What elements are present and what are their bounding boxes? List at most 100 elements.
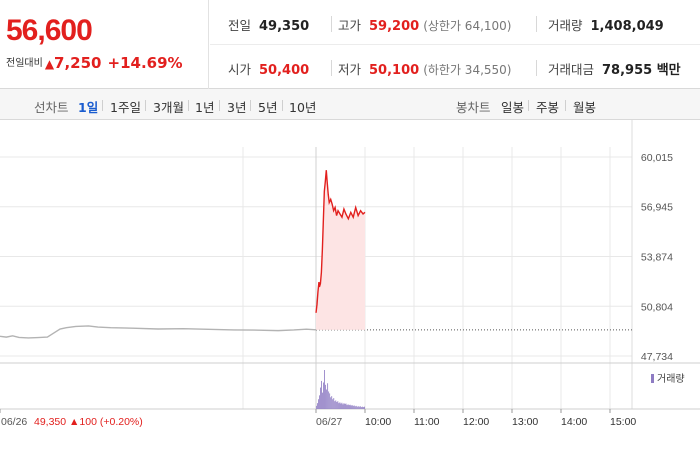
tab-divider [145,100,146,111]
stock-summary-panel: 56,600 전일대비 ▲7,250 +14.69% 전일 49,350 고가 59,2… [0,0,700,89]
volume-bar [346,405,348,409]
prev-day-price-line [0,325,317,339]
volume-bar [318,399,319,409]
volume-bar [339,402,341,409]
volume-bar [359,406,361,409]
volume-bar [316,405,317,409]
volume-bar [358,406,360,409]
date-tick-label: 06/26 [1,416,27,428]
stat-low: 저가 50,100 (하한가 34,550) [338,59,511,78]
stat-label: 시가 [228,62,252,77]
time-tick-label: 11:00 [414,416,440,428]
tab-5y[interactable]: 5년 [258,100,278,115]
tab-10y[interactable]: 10년 [289,100,317,115]
stat-label: 전일 [228,18,252,33]
price-tick-label: 47,734 [641,351,673,363]
line-chart-label: 선차트 [34,100,69,115]
tab-divider [282,100,283,111]
tab-divider [565,100,566,111]
tab-1y[interactable]: 1년 [195,100,215,115]
stat-trade-value: 거래대금 78,955 백만 [548,59,681,78]
tab-divider [219,100,220,111]
volume-legend-label: 거래량 [657,373,685,385]
volume-bar [343,403,345,409]
volume-bar [319,395,320,409]
price-box: 56,600 전일대비 ▲7,250 +14.69% [0,0,209,89]
volume-bar [327,383,329,409]
volume-bar [330,397,332,409]
change-label: 전일대비 [6,58,43,69]
volume-bar [348,405,350,409]
volume-bar [336,401,338,409]
current-price: 56,600 [6,14,93,47]
volume-bar [357,406,359,409]
tab-3m[interactable]: 3개월 [153,100,184,115]
tab-divider [102,100,103,111]
stat-label: 거래대금 [548,62,595,77]
price-tick-label: 56,945 [641,202,673,214]
volume-bar [334,401,336,409]
stat-value: 50,400 [259,63,310,78]
divider [331,60,332,76]
stat-volume: 거래량 1,408,049 [548,15,664,34]
volume-bar [361,406,363,409]
volume-bar [354,406,356,409]
time-tick-label: 10:00 [365,416,391,428]
candle-chart-label: 봉차트 [456,100,491,115]
tab-1d[interactable]: 1일 [78,100,99,115]
prev-day-close-info: 49,350 ▲100 (+0.20%) [34,416,143,428]
tab-1w[interactable]: 1주일 [110,100,141,115]
stats-panel: 전일 49,350 고가 59,200 (상한가 64,100) 거래량 1,408,0… [210,0,700,89]
price-chart[interactable]: 60,015 56,945 53,874 50,804 47,734 거래량 06/26 49… [0,120,700,450]
price-chart-svg: 60,015 56,945 53,874 50,804 47,734 거래량 06/26 49… [0,120,700,428]
tab-divider [528,100,529,111]
prev-day-series [0,325,317,339]
row-separator [210,44,700,45]
stat-label: 저가 [338,62,362,77]
volume-bar [340,403,342,409]
volume-bar [337,401,339,409]
volume-bar [328,391,330,409]
volume-bar [342,404,344,409]
volume-legend-swatch [651,374,654,383]
divider [536,16,537,32]
price-change: 전일대비 ▲7,250 +14.69% [6,54,183,72]
tab-weekly-candle[interactable]: 주봉 [536,100,560,115]
price-tick-label: 53,874 [641,252,673,264]
volume-bar [333,398,335,409]
volume-bar [349,404,351,409]
price-tick-label: 50,804 [641,301,673,313]
tab-daily-candle[interactable]: 일봉 [501,100,525,115]
chart-axes: 60,015 56,945 53,874 50,804 47,734 거래량 06/26 49… [0,152,685,428]
stat-label: 고가 [338,18,362,33]
up-arrow-icon: ▲ [44,57,55,71]
time-tick-label: 12:00 [463,416,489,428]
volume-bar [355,405,357,409]
volume-bar [338,403,340,409]
upper-limit: (상한가 64,100) [423,19,512,33]
tab-monthly-candle[interactable]: 월봉 [573,100,597,115]
tab-divider [188,100,189,111]
volume-bar [347,404,349,409]
volume-bar [332,399,334,409]
volume-bar [331,396,333,409]
volume-bar [322,392,323,409]
stat-value: 49,350 [259,19,310,34]
stat-open: 시가 50,400 [228,59,309,78]
stat-label: 거래량 [548,18,583,33]
volume-bar [324,370,325,409]
price-tick-label: 60,015 [641,152,673,164]
volume-bar [344,403,346,409]
volume-bar [321,380,322,409]
volume-bar [320,387,321,409]
volume-bar [352,405,354,409]
lower-limit: (하한가 34,550) [423,63,512,77]
change-amount: 7,250 [54,54,102,72]
volume-bar [329,393,331,409]
volume-bar [325,384,327,409]
divider [331,16,332,32]
stat-value: 78,955 백만 [602,63,681,78]
volume-bar [351,405,353,409]
stat-value: 50,100 [369,63,420,78]
tab-3y[interactable]: 3년 [227,100,247,115]
